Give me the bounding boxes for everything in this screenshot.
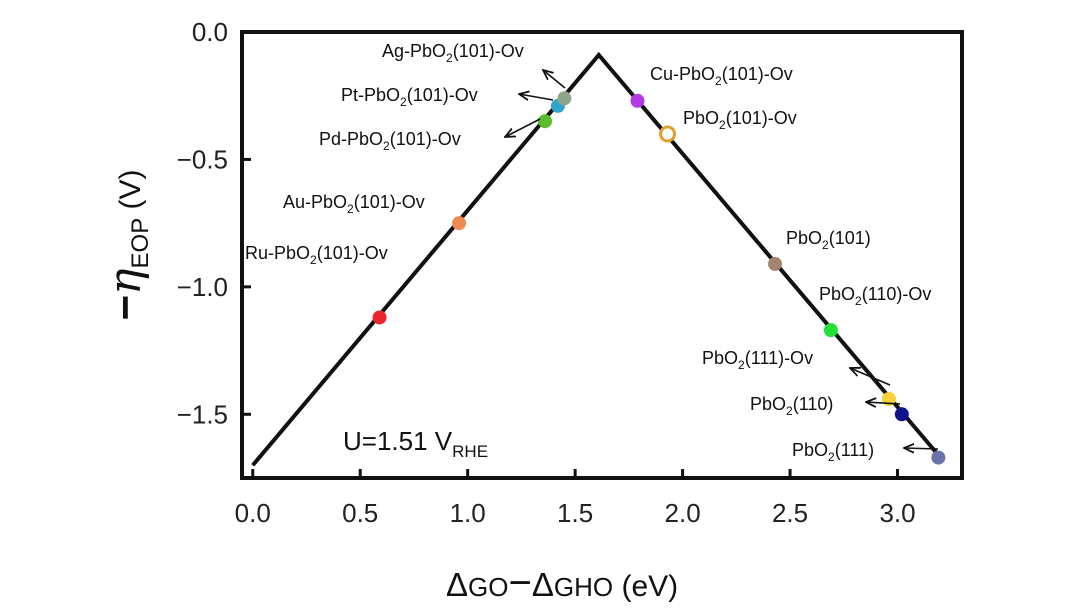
label-arrow — [904, 448, 939, 449]
point-label: PbO2(110)-Ov — [819, 284, 931, 308]
label-arrow — [850, 368, 891, 386]
y-tick-label: −1.0 — [177, 272, 228, 302]
data-point-group: Pd-PbO2(101)-Ov — [319, 114, 553, 153]
y-axis-title: −ηEOP (V) — [100, 169, 154, 320]
x-tick-label: 1.0 — [450, 498, 486, 528]
point-label: Pd-PbO2(101)-Ov — [319, 129, 461, 153]
x-tick-label: 1.5 — [557, 498, 593, 528]
data-point — [659, 125, 677, 143]
data-point-group: Au-PbO2(101)-Ov — [283, 192, 467, 231]
data-point — [372, 310, 387, 325]
x-tick-label: 2.0 — [665, 498, 701, 528]
point-label: PbO2(101) — [786, 228, 871, 252]
point-label: Pt-PbO2(101)-Ov — [341, 85, 478, 109]
x-tick-label: 0.0 — [235, 498, 271, 528]
point-label: PbO2(101)-Ov — [683, 108, 797, 132]
data-point-group: PbO2(110) — [750, 394, 909, 422]
point-label: PbO2(111)-Ov — [702, 348, 813, 372]
point-label: PbO2(110) — [750, 394, 833, 418]
y-tick-label: −1.5 — [177, 399, 228, 429]
data-point-group: PbO2(111)-Ov — [702, 348, 896, 406]
data-point-group: PbO2(110)-Ov — [819, 284, 931, 338]
point-label: Ag-PbO2(101)-Ov — [382, 41, 524, 65]
point-label: PbO2(111) — [792, 440, 874, 464]
data-point-group: PbO2(101) — [768, 228, 871, 271]
data-point — [538, 114, 553, 129]
potential-annotation: U=1.51 VRHE — [343, 426, 488, 461]
point-label: Au-PbO2(101)-Ov — [283, 192, 425, 216]
label-arrow — [519, 94, 554, 100]
data-point — [894, 407, 909, 422]
data-point-group: Cu-PbO2(101)-Ov — [630, 64, 793, 108]
plot-frame — [240, 30, 964, 480]
data-point-group: PbO2(101)-Ov — [659, 108, 797, 143]
data-point-group: PbO2(111) — [792, 440, 946, 465]
data-point-group: Ru-PbO2(101)-Ov — [245, 243, 388, 325]
label-arrow — [866, 402, 901, 404]
point-label: Ru-PbO2(101)-Ov — [245, 243, 388, 267]
data-point — [557, 91, 572, 106]
y-tick-label: 0.0 — [192, 17, 228, 47]
data-point-group: Pt-PbO2(101)-Ov — [341, 85, 565, 113]
label-arrow — [543, 70, 566, 89]
point-label: Cu-PbO2(101)-Ov — [650, 64, 793, 88]
data-point — [931, 450, 946, 465]
x-tick-label: 2.5 — [772, 498, 808, 528]
data-point — [768, 256, 783, 271]
x-tick-label: 3.0 — [879, 498, 915, 528]
data-point — [630, 93, 645, 108]
x-axis-title: ΔGO−ΔGHO (eV) — [446, 561, 678, 605]
volcano-line — [251, 51, 943, 467]
label-arrow — [505, 118, 541, 137]
data-point-group: Ag-PbO2(101)-Ov — [382, 41, 572, 106]
y-tick-label: −0.5 — [177, 144, 228, 174]
data-point — [823, 323, 838, 338]
x-tick-label: 0.5 — [342, 498, 378, 528]
data-point — [452, 216, 467, 231]
